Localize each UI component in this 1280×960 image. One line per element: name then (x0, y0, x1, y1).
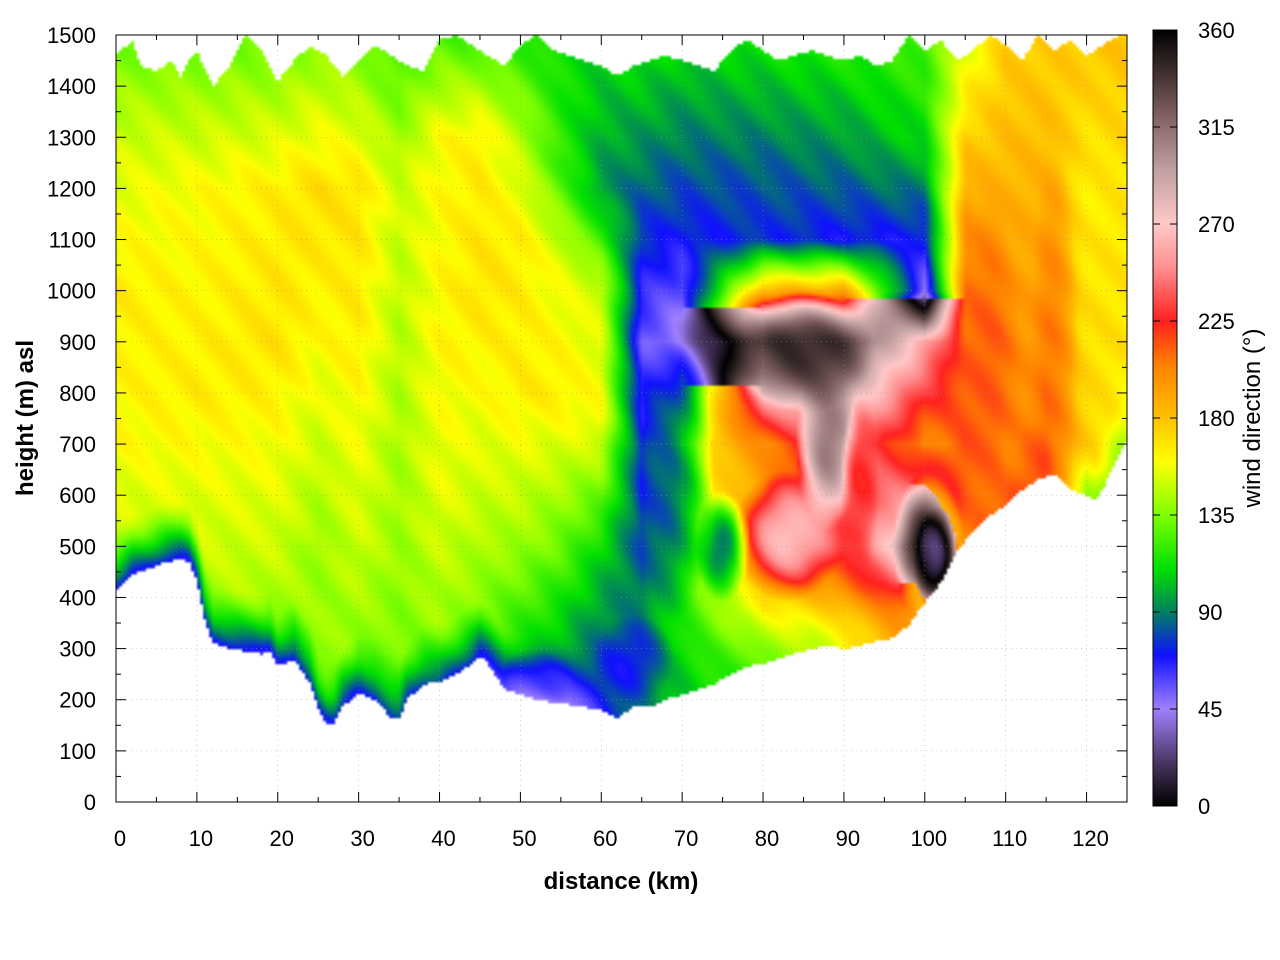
y-tick-labels: 0 100 200 300 400 500 600 700 800 900 1000 1100 1200… (47, 23, 96, 815)
x-tick-label: 120 (1072, 826, 1109, 851)
x-tick-label: 40 (431, 826, 455, 851)
colorbar-tick-label: 225 (1198, 309, 1235, 334)
x-axis-title: distance (km) (544, 868, 699, 895)
heatmap-layer (116, 35, 1127, 802)
y-tick-label: 1500 (47, 23, 96, 48)
x-tick-label: 30 (350, 826, 374, 851)
x-tick-label: 10 (189, 826, 213, 851)
y-tick-label: 400 (59, 585, 96, 610)
y-tick-label: 1200 (47, 176, 96, 201)
x-tick-labels: 0 10 20 30 40 50 60 70 80 90 100 110 120 (114, 826, 1109, 851)
y-tick-label: 1000 (47, 279, 96, 304)
colorbar-tick-label: 180 (1198, 406, 1235, 431)
x-tick-label: 50 (512, 826, 536, 851)
x-tick-label: 60 (593, 826, 617, 851)
colorbar-tick-label: 315 (1198, 115, 1235, 140)
colorbar-tick-label: 360 (1198, 18, 1235, 43)
colorbar-ticks: 0 45 90 135 180 225 270 315 360 (1153, 18, 1235, 819)
x-tick-label: 90 (836, 826, 860, 851)
y-tick-label: 200 (59, 688, 96, 713)
colorbar-tick-label: 270 (1198, 212, 1235, 237)
colorbar-tick-label: 135 (1198, 503, 1235, 528)
y-tick-label: 800 (59, 381, 96, 406)
y-tick-label: 1300 (47, 125, 96, 150)
x-tick-label: 70 (674, 826, 698, 851)
y-tick-label: 1400 (47, 74, 96, 99)
axis-ticks (115, 34, 1128, 803)
y-tick-label: 0 (84, 790, 96, 815)
y-tick-label: 300 (59, 637, 96, 662)
colorbar-tick-label: 45 (1198, 697, 1222, 722)
x-tick-label: 100 (910, 826, 947, 851)
colorbar-title: wind direction (°) (1239, 329, 1266, 509)
y-tick-label: 1100 (49, 228, 96, 253)
y-tick-label: 500 (59, 534, 96, 559)
y-axis-title: height (m) asl (12, 340, 39, 496)
y-tick-label: 600 (59, 483, 96, 508)
x-tick-label: 20 (270, 826, 294, 851)
y-tick-label: 100 (59, 739, 96, 764)
x-tick-label: 110 (992, 826, 1027, 851)
y-tick-label: 900 (59, 330, 96, 355)
y-tick-label: 700 (59, 432, 96, 457)
grid-lines (116, 35, 1127, 802)
heatmap-image (116, 35, 1127, 802)
colorbar-tick-label: 0 (1198, 794, 1210, 819)
x-tick-label: 80 (755, 826, 779, 851)
x-tick-label: 0 (114, 826, 126, 851)
colorbar-tick-label: 90 (1198, 600, 1222, 625)
